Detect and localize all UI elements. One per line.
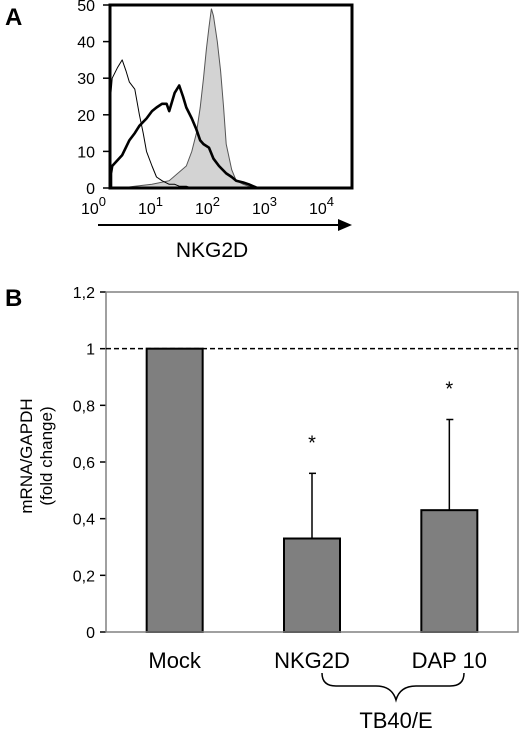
- bar-marks: **: [145, 347, 479, 633]
- group-brace: [321, 672, 465, 703]
- histogram-y-tick-label: 20: [77, 108, 95, 125]
- bar-category-label-1: NKG2D: [274, 648, 350, 673]
- histogram-x-tick-label: 102: [195, 194, 220, 218]
- bar-y-label-line-1: mRNA/GAPDH: [17, 398, 36, 513]
- panel-a-label: A: [5, 4, 22, 31]
- histogram-x-tick-label: 103: [252, 194, 277, 218]
- histogram-x-tick-label: 100: [81, 194, 106, 218]
- histogram-frame: [108, 3, 354, 190]
- bar-y-tick-label: 0: [86, 625, 95, 642]
- significance-marker-2: *: [445, 379, 453, 401]
- bar-category-label-2: DAP 10: [412, 648, 487, 673]
- histogram-series-2-fill: [122, 8, 267, 189]
- bar-y-tick-label: 0,6: [73, 455, 95, 472]
- bar-plot-frame: [105, 291, 519, 633]
- histogram-x-ticks: 100 101 102 103 104: [81, 194, 334, 218]
- histogram-x-label: NKG2D: [176, 239, 248, 262]
- bar-y-tick-label: 0,2: [73, 568, 95, 585]
- significance-marker-1: *: [308, 432, 316, 454]
- bar-0: [145, 347, 204, 633]
- bar-y-tick-label: 1,2: [73, 285, 95, 302]
- histogram-y-tick-label: 40: [77, 35, 95, 52]
- bar-2: [420, 509, 479, 633]
- panel-a: A 0 10 20 30 40 50 100 101 102 103 104 NKG2D: [5, 0, 354, 262]
- bar-1: [283, 537, 341, 633]
- histogram-x-tick-label: 101: [138, 194, 163, 218]
- group-label: TB40/E: [359, 708, 432, 732]
- bar-category-labels: Mock NKG2D DAP 10: [148, 648, 487, 673]
- histogram-y-tick-label: 50: [77, 0, 95, 15]
- panel-b: B mRNA/GAPDH (fold change) 0 0,2 0,4 0,6 0,8…: [5, 285, 519, 732]
- histogram-series-1-line: [109, 84, 258, 190]
- bar-category-label-0: Mock: [148, 648, 202, 673]
- panel-b-label: B: [5, 285, 22, 312]
- histogram-x-tick-label: 104: [309, 194, 334, 218]
- x-axis-arrow-head: [338, 219, 352, 231]
- histogram-y-tick-label: 30: [77, 71, 95, 88]
- bar-y-label-line-2: (fold change): [37, 406, 56, 505]
- bar-y-tick-label: 1: [86, 342, 95, 359]
- bar-y-tick-label: 0,8: [73, 398, 95, 415]
- bar-y-tick-label: 0,4: [73, 512, 95, 529]
- histogram-fills: [122, 8, 267, 189]
- histogram-y-tick-label: 0: [86, 181, 95, 198]
- bar-y-ticks: 0 0,2 0,4 0,6 0,8 1 1,2: [73, 285, 106, 642]
- histogram-y-tick-label: 10: [77, 144, 95, 161]
- histogram-y-ticks: 0 10 20 30 40 50: [77, 0, 110, 198]
